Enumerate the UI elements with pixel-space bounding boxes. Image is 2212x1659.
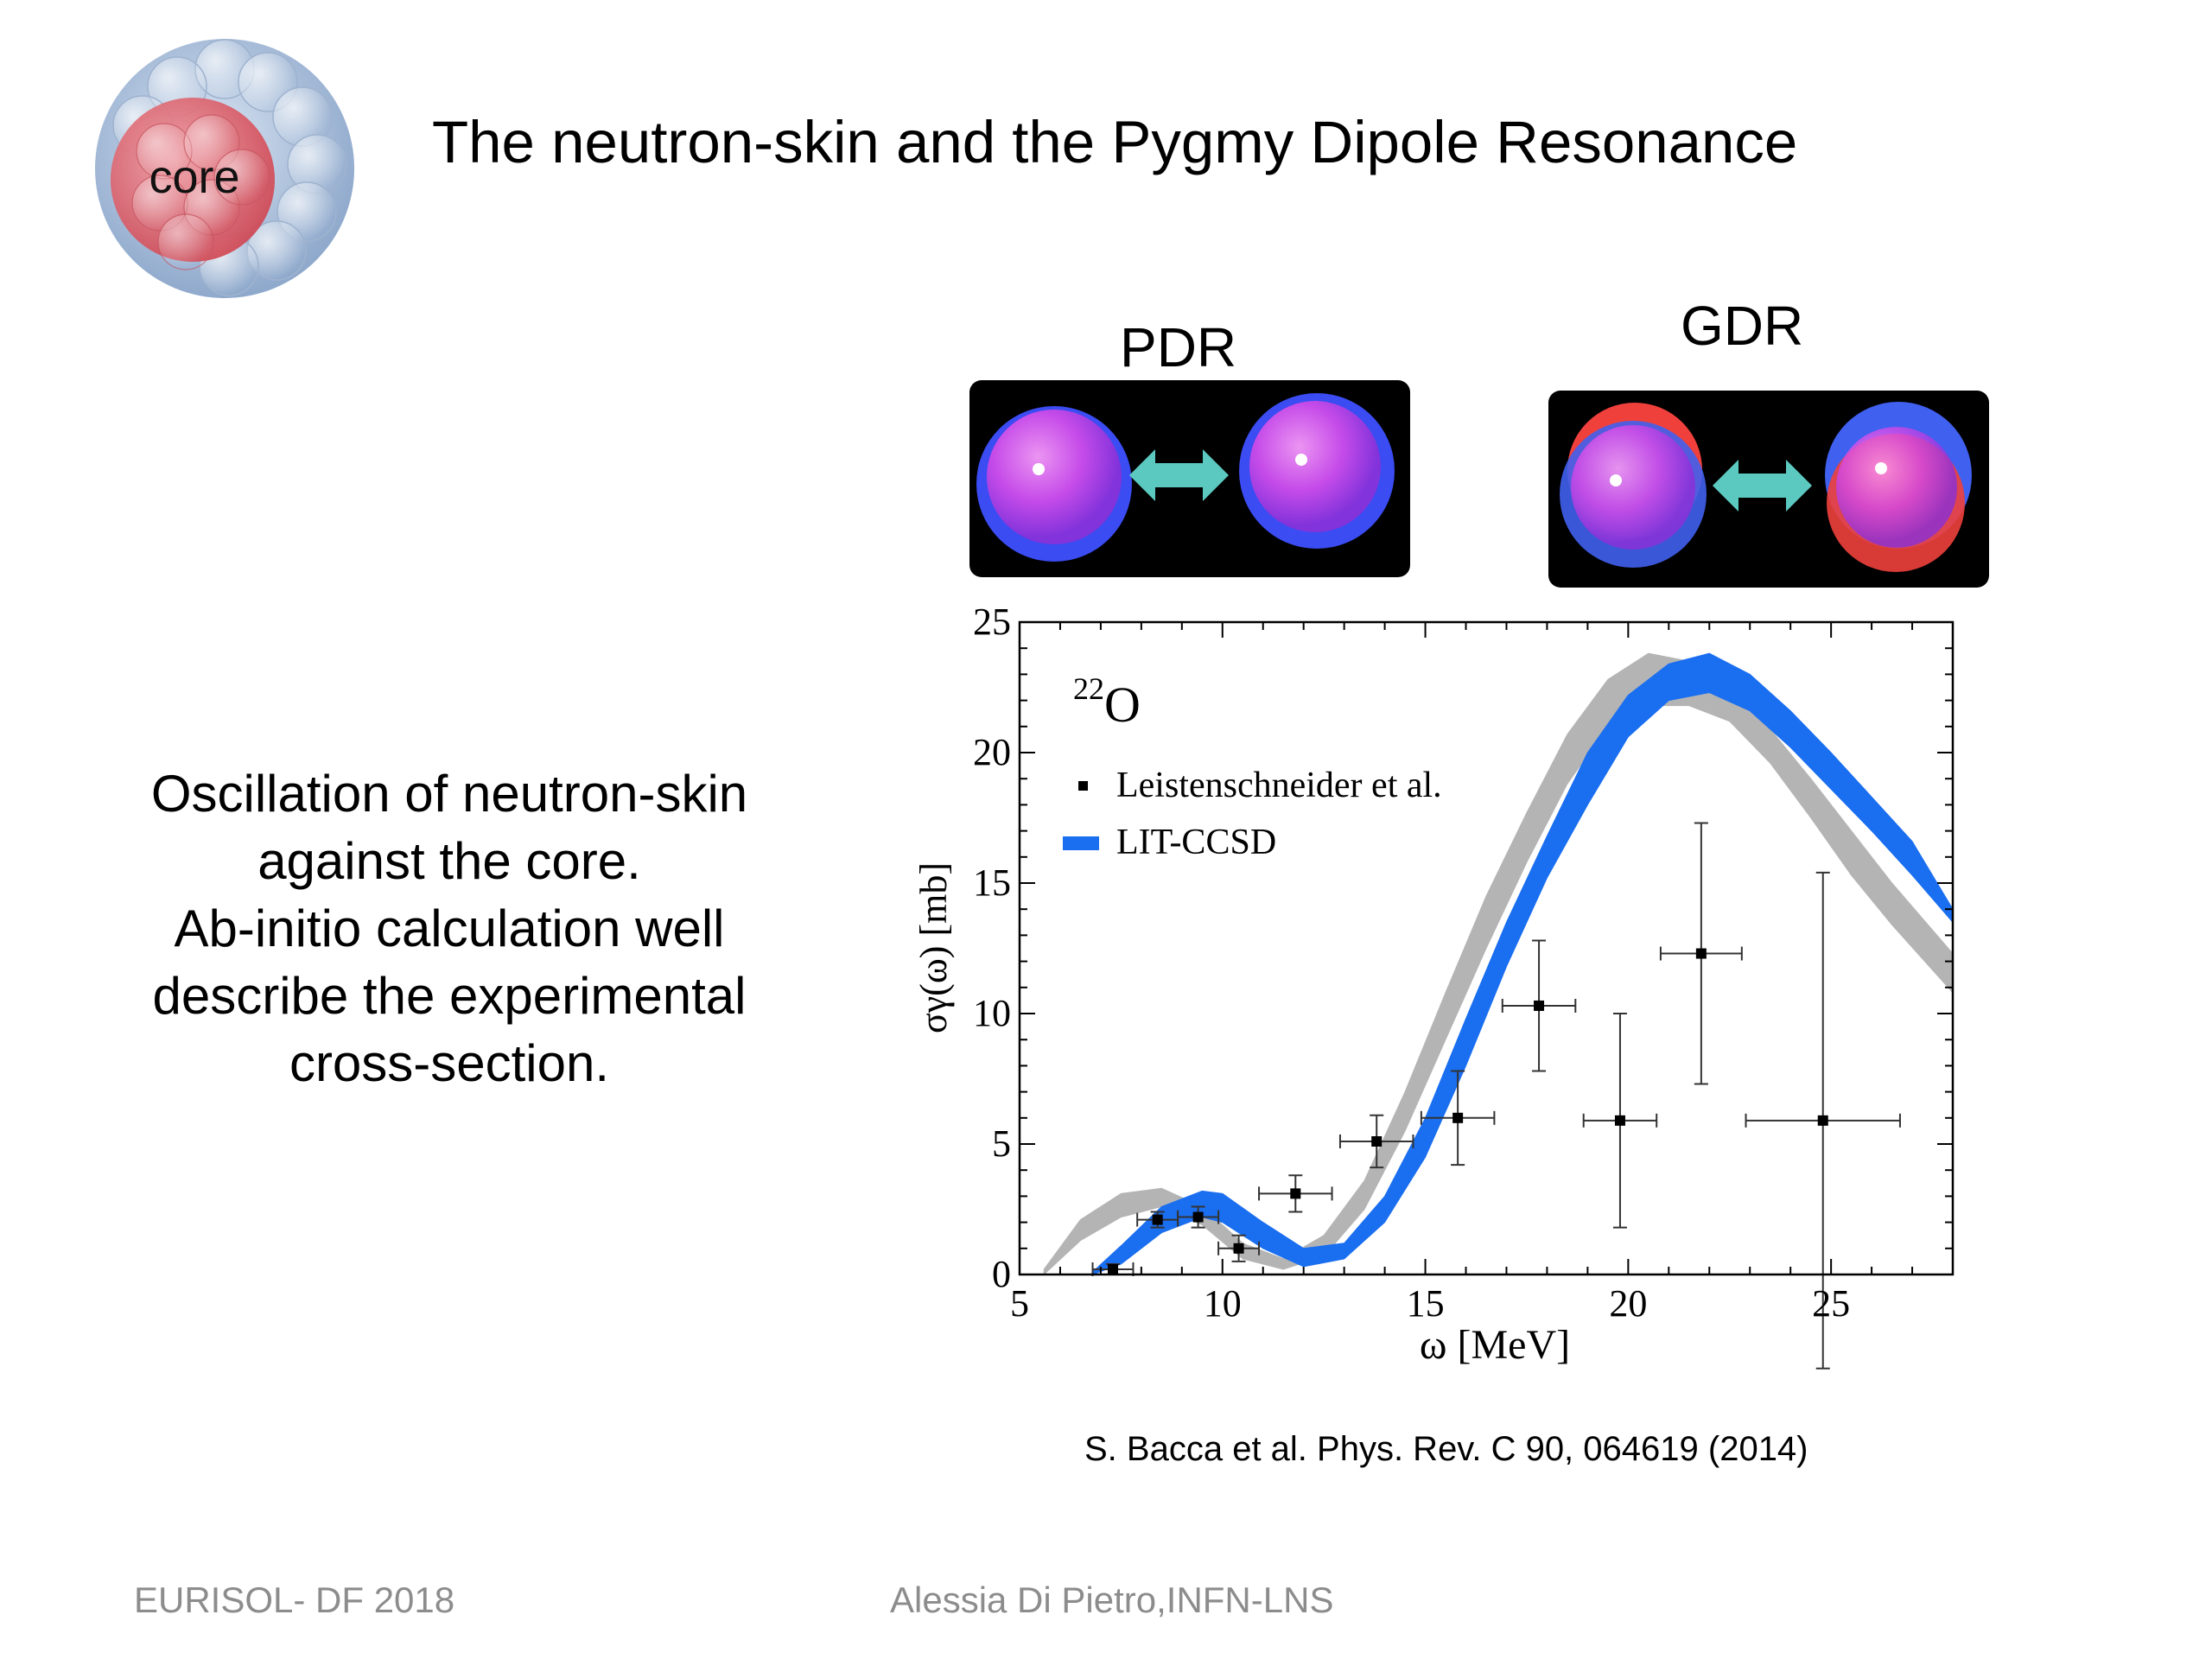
slide-title: The neutron-skin and the Pygmy Dipole Re… bbox=[432, 109, 1798, 175]
pdr-right-core-shape bbox=[1249, 401, 1381, 532]
description-line: describe the experimental bbox=[152, 967, 747, 1025]
isotope-element: O bbox=[1104, 677, 1141, 733]
x-tick-label: 5 bbox=[1010, 1282, 1029, 1325]
description-text: Oscillation of neutron-skin against the … bbox=[82, 760, 817, 1097]
y-tick-label: 5 bbox=[992, 1122, 1011, 1165]
y-tick-label: 10 bbox=[973, 992, 1011, 1034]
legend-points-marker bbox=[1078, 781, 1088, 791]
y-axis-label: σγ(ω) [mb] bbox=[912, 862, 955, 1033]
point-marker bbox=[1290, 1188, 1301, 1199]
y-tick-label: 20 bbox=[973, 731, 1011, 773]
description-line: Ab-initio calculation well bbox=[174, 899, 725, 957]
point-marker bbox=[1452, 1112, 1464, 1123]
core-ball-shape bbox=[213, 149, 270, 206]
x-tick-label: 15 bbox=[1407, 1282, 1445, 1325]
core-label: core bbox=[149, 151, 239, 203]
gdr-label: GDR bbox=[1681, 295, 1804, 357]
point-marker bbox=[1534, 1000, 1545, 1011]
data-point bbox=[1217, 1234, 1261, 1262]
gdr-illustration-svg bbox=[1560, 402, 1972, 572]
gdr-arrow-icon bbox=[1713, 460, 1812, 512]
gdr-left-highlight-shape bbox=[1610, 474, 1622, 486]
data-point bbox=[1745, 871, 1901, 1370]
x-axis-label: ω [MeV] bbox=[1420, 1322, 1570, 1368]
gdr-right-core-shape bbox=[1836, 427, 1957, 548]
core-skin-logo: core bbox=[95, 39, 354, 298]
pdr-right-highlight-shape bbox=[1295, 454, 1307, 466]
description-line: against the core. bbox=[257, 832, 641, 890]
y-tick-label: 0 bbox=[992, 1253, 1011, 1295]
point-marker bbox=[1817, 1115, 1828, 1126]
point-marker bbox=[1371, 1135, 1382, 1147]
legend-band-label: LIT-CCSD bbox=[1116, 823, 1276, 862]
isotope-annotation: 22O bbox=[1073, 671, 1141, 733]
gdr-illustration bbox=[1548, 391, 1989, 588]
data-point bbox=[1501, 939, 1577, 1072]
isotope-mass-number: 22 bbox=[1073, 671, 1104, 706]
data-point bbox=[1177, 1205, 1220, 1229]
point-marker bbox=[1108, 1263, 1118, 1274]
data-point bbox=[1338, 1114, 1414, 1169]
point-marker bbox=[1614, 1115, 1625, 1126]
x-tick-label: 10 bbox=[1204, 1282, 1242, 1325]
pdr-label: PDR bbox=[1120, 316, 1237, 378]
x-tick-label: 20 bbox=[1609, 1282, 1647, 1325]
data-point bbox=[1420, 1070, 1496, 1166]
description-line: Oscillation of neutron-skin bbox=[150, 765, 748, 823]
core-ball-shape bbox=[157, 213, 214, 270]
point-marker bbox=[1192, 1211, 1204, 1223]
y-tick-label: 25 bbox=[973, 601, 1011, 643]
pdr-illustration bbox=[969, 380, 1410, 577]
pdr-left-core-shape bbox=[987, 410, 1122, 544]
legend-points-label: Leistenschneider et al. bbox=[1116, 766, 1442, 805]
data-point bbox=[1659, 822, 1743, 1085]
pdr-arrow-icon bbox=[1129, 449, 1229, 501]
gdr-right-highlight-shape bbox=[1875, 462, 1887, 474]
legend-band-marker bbox=[1063, 836, 1099, 850]
point-marker bbox=[1695, 948, 1707, 959]
footer-event: EURISOL- DF 2018 bbox=[134, 1580, 455, 1620]
gdr-left-core-shape bbox=[1571, 425, 1695, 550]
pdr-left-highlight-shape bbox=[1033, 463, 1045, 475]
footer-author: Alessia Di Pietro,INFN-LNS bbox=[890, 1580, 1334, 1620]
point-marker bbox=[1233, 1243, 1244, 1254]
data-point bbox=[1258, 1174, 1333, 1213]
reference-citation: S. Bacca et al. Phys. Rev. C 90, 064619 … bbox=[1084, 1430, 1808, 1468]
data-point bbox=[1582, 1013, 1658, 1229]
description-line: cross-section. bbox=[289, 1034, 610, 1092]
x-tick-label: 25 bbox=[1812, 1282, 1850, 1325]
point-marker bbox=[1152, 1214, 1163, 1225]
plot-frame bbox=[1018, 620, 1955, 1276]
y-tick-label: 15 bbox=[973, 861, 1011, 904]
pdr-illustration-svg bbox=[976, 393, 1395, 562]
